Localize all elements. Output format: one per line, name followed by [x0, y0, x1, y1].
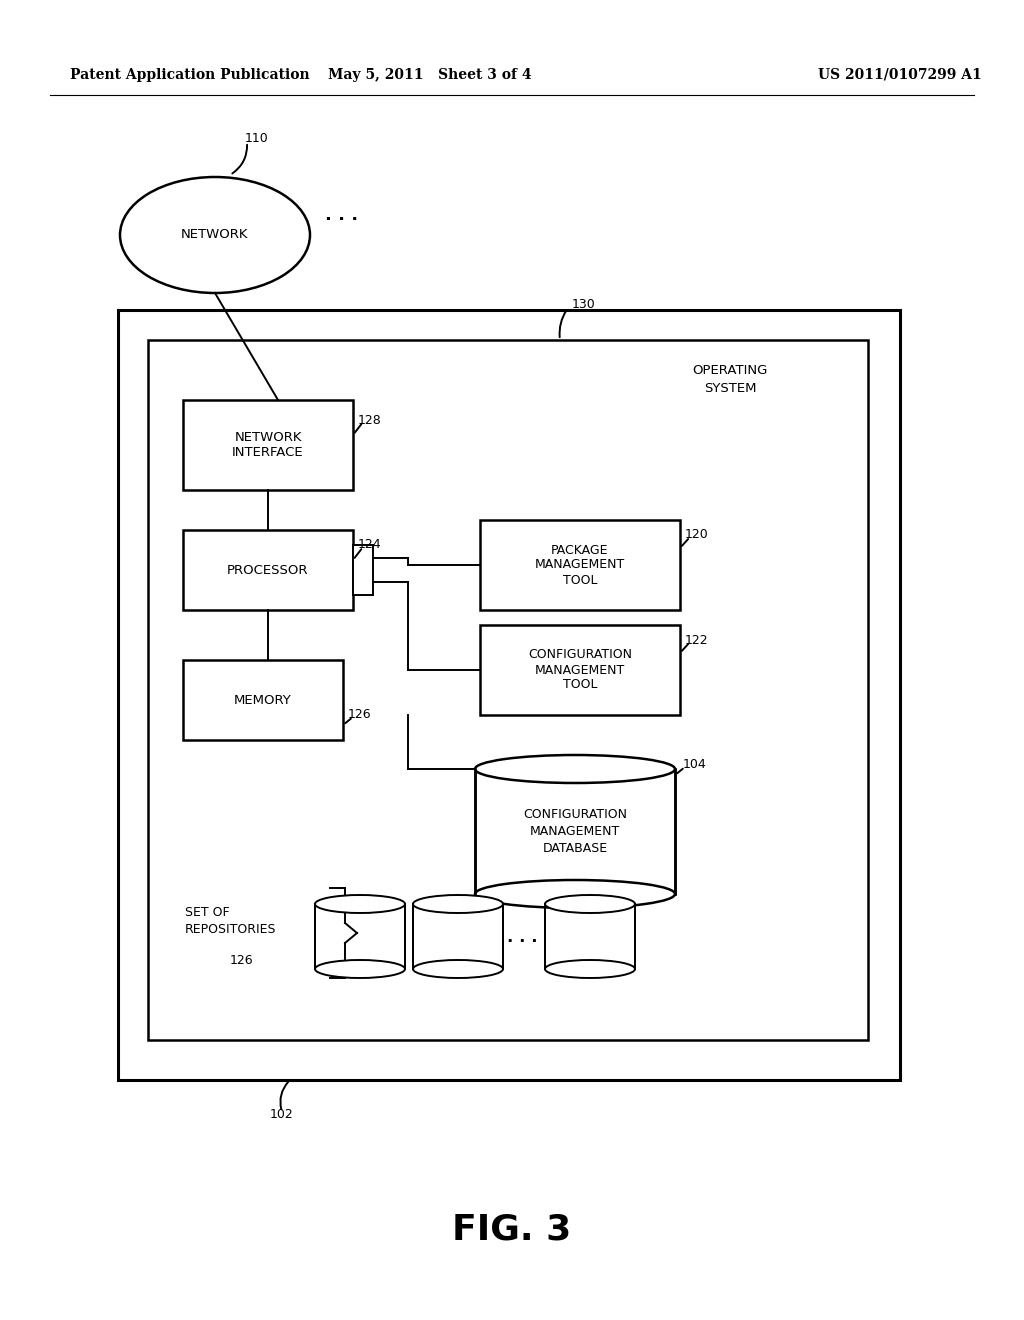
Bar [118, 310, 900, 1080]
Text: FIG. 3: FIG. 3 [453, 1213, 571, 1247]
Bar [315, 904, 406, 969]
Text: 122: 122 [685, 634, 709, 647]
Ellipse shape [315, 895, 406, 913]
Text: CONFIGURATION
MANAGEMENT
DATABASE: CONFIGURATION MANAGEMENT DATABASE [523, 808, 627, 855]
Text: PACKAGE
MANAGEMENT
TOOL: PACKAGE MANAGEMENT TOOL [535, 544, 625, 586]
Text: 104: 104 [683, 759, 707, 771]
Ellipse shape [413, 960, 503, 978]
Text: Patent Application Publication: Patent Application Publication [70, 69, 309, 82]
Text: . . .: . . . [507, 928, 538, 945]
Ellipse shape [545, 960, 635, 978]
Ellipse shape [475, 880, 675, 908]
Text: 126: 126 [348, 709, 372, 722]
Bar [480, 520, 680, 610]
Text: 110: 110 [245, 132, 268, 145]
Text: PROCESSOR: PROCESSOR [227, 564, 309, 577]
Ellipse shape [413, 895, 503, 913]
Bar [545, 904, 635, 969]
Bar [480, 624, 680, 715]
Bar [475, 770, 675, 894]
Bar [183, 531, 353, 610]
Bar [183, 660, 343, 741]
Text: OPERATING
SYSTEM: OPERATING SYSTEM [692, 364, 768, 396]
Text: NETWORK
INTERFACE: NETWORK INTERFACE [232, 432, 304, 459]
Bar [353, 545, 373, 595]
Text: 120: 120 [685, 528, 709, 541]
Text: May 5, 2011   Sheet 3 of 4: May 5, 2011 Sheet 3 of 4 [328, 69, 531, 82]
Text: 128: 128 [358, 413, 382, 426]
Text: 130: 130 [572, 298, 596, 312]
Text: 124: 124 [358, 539, 382, 552]
Text: NETWORK: NETWORK [181, 228, 249, 242]
Text: SET OF
REPOSITORIES: SET OF REPOSITORIES [185, 906, 276, 936]
Text: CONFIGURATION
MANAGEMENT
TOOL: CONFIGURATION MANAGEMENT TOOL [528, 648, 632, 692]
Ellipse shape [545, 895, 635, 913]
Text: 102: 102 [270, 1109, 294, 1122]
Bar [183, 400, 353, 490]
Text: . . .: . . . [325, 206, 358, 224]
Bar [413, 904, 503, 969]
Bar [148, 341, 868, 1040]
Text: 126: 126 [230, 954, 254, 968]
Ellipse shape [120, 177, 310, 293]
Text: MEMORY: MEMORY [234, 693, 292, 706]
Ellipse shape [475, 755, 675, 783]
Text: US 2011/0107299 A1: US 2011/0107299 A1 [818, 69, 982, 82]
Ellipse shape [315, 960, 406, 978]
